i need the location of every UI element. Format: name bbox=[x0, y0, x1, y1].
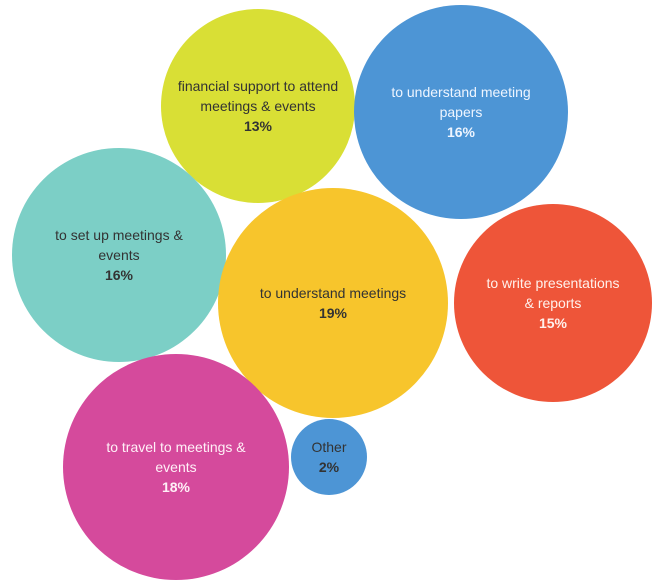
bubble-label-other: Other bbox=[311, 439, 346, 455]
bubble-label-to-understand-meetings: to understand meetings bbox=[260, 285, 406, 301]
bubble-label-to-understand-meeting-papers: papers bbox=[440, 104, 483, 120]
bubble-value-to-write-presentations-and-reports: 15% bbox=[539, 315, 568, 331]
bubble-label-to-write-presentations-and-reports: to write presentations bbox=[486, 275, 619, 291]
bubble-circle-financial-support-to-attend-meetings-and-events bbox=[161, 9, 355, 203]
bubble-label-financial-support-to-attend-meetings-and-events: meetings & events bbox=[200, 98, 315, 114]
bubble-other: Other 2% bbox=[291, 419, 367, 495]
bubble-value-to-travel-to-meetings-and-events: 18% bbox=[162, 479, 191, 495]
bubble-financial-support-to-attend-meetings-and-events: financial support to attend meetings & ev… bbox=[161, 9, 355, 203]
bubble-to-travel-to-meetings-and-events: to travel to meetings & events 18% bbox=[63, 354, 289, 580]
bubble-value-to-set-up-meetings-and-events: 16% bbox=[105, 267, 134, 283]
bubble-value-to-understand-meeting-papers: 16% bbox=[447, 124, 476, 140]
bubble-label-to-write-presentations-and-reports: & reports bbox=[525, 295, 582, 311]
bubble-label-to-understand-meeting-papers: to understand meeting bbox=[391, 84, 530, 100]
bubble-label-to-travel-to-meetings-and-events: to travel to meetings & bbox=[106, 439, 246, 455]
bubble-label-to-set-up-meetings-and-events: to set up meetings & bbox=[55, 227, 183, 243]
bubble-label-to-travel-to-meetings-and-events: events bbox=[155, 459, 196, 475]
bubble-to-write-presentations-and-reports: to write presentations & reports 15% bbox=[454, 204, 652, 402]
bubble-circle-to-set-up-meetings-and-events bbox=[12, 148, 226, 362]
bubble-circle-to-travel-to-meetings-and-events bbox=[63, 354, 289, 580]
bubble-value-to-understand-meetings: 19% bbox=[319, 305, 348, 321]
bubble-value-other: 2% bbox=[319, 459, 340, 475]
bubble-label-financial-support-to-attend-meetings-and-events: financial support to attend bbox=[178, 78, 338, 94]
bubble-to-set-up-meetings-and-events: to set up meetings & events 16% bbox=[12, 148, 226, 362]
bubble-value-financial-support-to-attend-meetings-and-events: 13% bbox=[244, 118, 273, 134]
bubble-circle-to-understand-meeting-papers bbox=[354, 5, 568, 219]
bubble-circle-other bbox=[291, 419, 367, 495]
bubble-to-understand-meetings: to understand meetings 19% bbox=[218, 188, 448, 418]
bubble-to-understand-meeting-papers: to understand meeting papers 16% bbox=[354, 5, 568, 219]
bubble-circle-to-write-presentations-and-reports bbox=[454, 204, 652, 402]
bubble-circle-to-understand-meetings bbox=[218, 188, 448, 418]
bubble-label-to-set-up-meetings-and-events: events bbox=[98, 247, 139, 263]
